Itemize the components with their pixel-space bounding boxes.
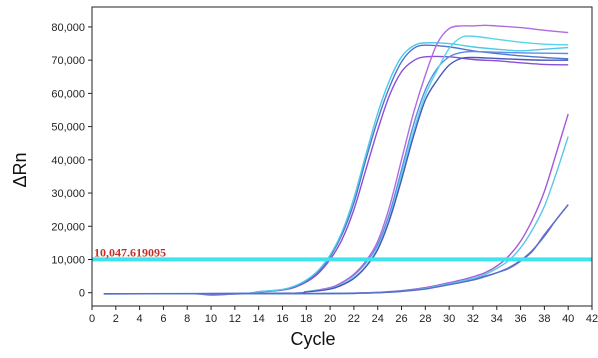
amplification-curve-3 (103, 42, 569, 295)
x-tick-label: 32 (467, 313, 479, 325)
series-layer (103, 24, 569, 296)
x-tick-label: 34 (491, 313, 503, 325)
y-axis: 0 10,000 20,000 30,000 40,000 50,000 60,000 70,… (51, 22, 92, 300)
amplification-curve-5 (103, 24, 569, 295)
x-tick-label: 14 (253, 313, 265, 325)
y-axis-title: ΔRn (10, 152, 30, 187)
y-tick-label: 80,000 (51, 22, 85, 34)
x-tick-label: 8 (184, 313, 190, 325)
amplification-curve-11 (103, 204, 569, 295)
x-tick-label: 28 (419, 313, 431, 325)
plot-frame (91, 6, 593, 307)
x-tick-label: 22 (348, 313, 360, 325)
x-tick-label: 4 (137, 313, 143, 325)
y-tick-label: 70,000 (51, 55, 85, 67)
x-axis: 0 2 4 6 8 10 12 14 16 18 20 22 24 26 28 30 32 34 36 38 40 42 (89, 306, 598, 325)
x-tick-label: 36 (514, 313, 526, 325)
x-tick-label: 30 (443, 313, 455, 325)
x-axis-title: Cycle (290, 329, 335, 349)
x-tick-label: 20 (324, 313, 336, 325)
y-tick-label: 50,000 (51, 122, 85, 134)
y-tick-label: 10,000 (51, 254, 85, 266)
x-tick-label: 26 (395, 313, 407, 325)
y-tick-label: 60,000 (51, 88, 85, 100)
y-tick-label: 20,000 (51, 221, 85, 233)
x-tick-label: 42 (586, 313, 598, 325)
x-tick-label: 38 (538, 313, 550, 325)
threshold-label: 10,047.619095 (94, 245, 166, 259)
x-tick-label: 18 (300, 313, 312, 325)
x-tick-label: 24 (372, 313, 384, 325)
x-tick-label: 40 (562, 313, 574, 325)
x-tick-label: 0 (89, 313, 95, 325)
x-tick-label: 16 (276, 313, 288, 325)
x-tick-label: 10 (205, 313, 217, 325)
amplification-curve-7 (103, 56, 569, 295)
y-tick-label: 40,000 (51, 155, 85, 167)
x-tick-label: 12 (229, 313, 241, 325)
y-tick-label: 30,000 (51, 188, 85, 200)
y-tick-label: 0 (79, 288, 85, 300)
x-tick-label: 6 (160, 313, 166, 325)
x-tick-label: 2 (113, 313, 119, 325)
